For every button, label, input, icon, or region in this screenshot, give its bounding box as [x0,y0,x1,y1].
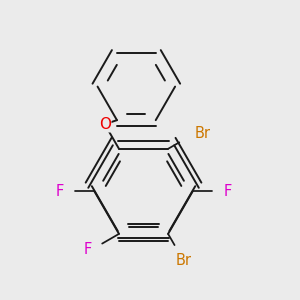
Text: F: F [224,184,232,199]
Text: O: O [99,117,111,132]
Text: F: F [55,184,63,199]
Text: Br: Br [176,253,192,268]
Text: Br: Br [195,126,211,141]
Text: F: F [84,242,92,257]
